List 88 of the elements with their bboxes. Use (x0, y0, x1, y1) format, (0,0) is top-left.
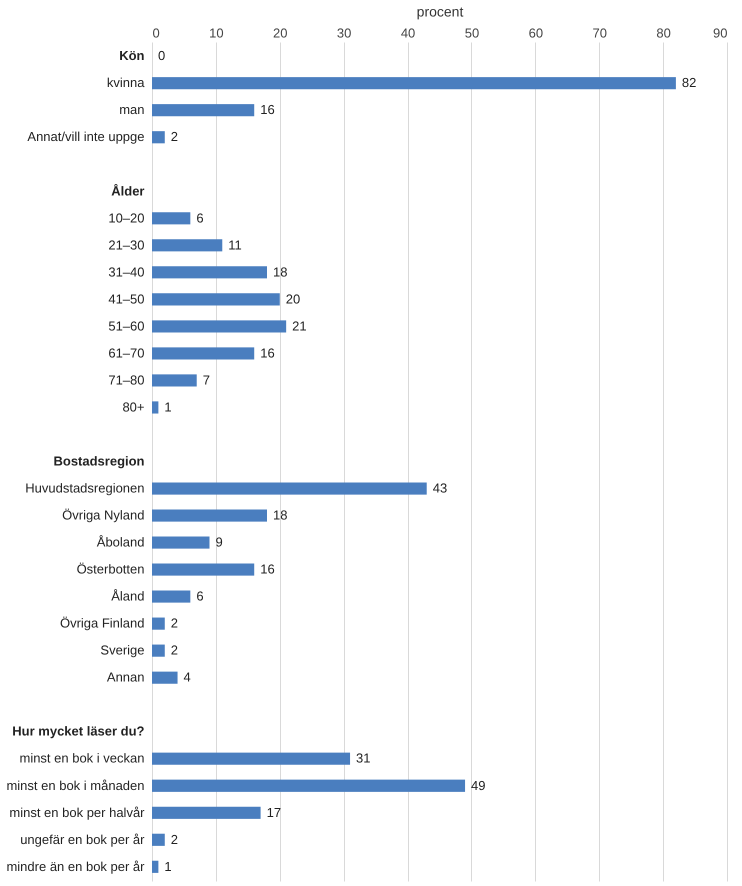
bar (152, 509, 267, 522)
y-tick-label: Huvudstadsregionen (25, 480, 144, 496)
bar (152, 266, 267, 278)
data-label: 7 (202, 372, 210, 388)
bar (152, 752, 350, 765)
bar (152, 564, 254, 576)
bar (152, 104, 254, 116)
x-tick-label: 10 (209, 26, 224, 40)
data-label: 16 (260, 102, 275, 118)
data-label: 17 (266, 804, 282, 820)
data-label: 16 (260, 345, 275, 360)
bar (152, 482, 427, 495)
y-tick-label: Åland (111, 588, 144, 604)
bar (152, 536, 210, 549)
x-tick-label: 30 (336, 26, 352, 40)
data-label: 4 (184, 670, 191, 685)
data-label: 43 (432, 480, 448, 496)
x-tick-label: 40 (400, 26, 416, 40)
bar (152, 77, 676, 90)
y-tick-label: Kön (119, 48, 145, 64)
data-label: 20 (286, 291, 300, 306)
data-label: 2 (170, 832, 178, 847)
y-tick-label: Bostadsregion (53, 454, 145, 468)
data-label: 11 (228, 237, 242, 252)
y-tick-label: Annat/vill inte uppge (27, 129, 144, 144)
x-tick-label: 20 (273, 26, 288, 40)
x-axis-title: procent (416, 4, 464, 20)
bar (152, 293, 280, 306)
bar (152, 347, 254, 360)
bar (152, 834, 165, 846)
y-tick-label: 31–40 (108, 264, 144, 280)
x-tick-label: 60 (528, 26, 544, 40)
y-tick-label: ungefär en bok per år (20, 832, 146, 847)
data-label: 2 (170, 129, 178, 144)
y-tick-label: Annan (106, 670, 144, 685)
y-tick-label: 21–30 (108, 237, 144, 252)
bar (152, 590, 190, 603)
y-tick-label: Övriga Finland (60, 616, 144, 631)
bar (152, 860, 158, 873)
x-tick-label: 70 (592, 26, 607, 40)
y-tick-label: Hur mycket läser du? (12, 724, 145, 739)
y-tick-label: minst en bok i månaden (6, 778, 144, 793)
data-label: 1 (164, 399, 172, 414)
y-tick-label: 51–60 (108, 318, 144, 334)
data-label: 31 (356, 750, 371, 766)
y-tick-label: 61–70 (108, 345, 144, 360)
bar (152, 806, 261, 819)
y-tick-label: Åboland (96, 534, 144, 550)
x-tick-label: 90 (713, 26, 728, 40)
data-label: 6 (196, 588, 204, 604)
data-label: 49 (471, 778, 486, 793)
y-tick-label: 80+ (122, 399, 144, 414)
bar (152, 672, 178, 684)
y-tick-label: Övriga Nyland (62, 508, 144, 523)
data-label: 21 (292, 318, 307, 334)
y-tick-label: 71–80 (108, 372, 144, 388)
data-label: 18 (273, 264, 288, 280)
bar (152, 239, 222, 252)
y-tick-label: 41–50 (108, 291, 144, 306)
y-tick-label: Sverige (100, 642, 144, 658)
bar (152, 780, 466, 792)
data-label: 1 (164, 858, 172, 874)
data-label: 6 (196, 210, 204, 226)
bar (152, 618, 165, 630)
y-tick-label: minst en bok per halvår (9, 804, 146, 820)
bar (152, 131, 165, 144)
y-tick-label: kvinna (106, 75, 146, 90)
x-tick-label: 80 (656, 26, 671, 40)
data-label: 2 (170, 616, 178, 631)
data-label: 18 (273, 508, 288, 523)
bar (152, 320, 286, 332)
y-tick-label: Österbotten (76, 562, 144, 577)
bar (152, 374, 197, 387)
y-tick-label: mindre än en bok per år (6, 858, 146, 874)
bar (152, 401, 158, 414)
data-label: 0 (158, 48, 166, 64)
y-tick-label: Ålder (111, 183, 144, 198)
y-tick-label: 10–20 (108, 210, 144, 226)
data-label: 82 (682, 75, 696, 90)
y-tick-label: minst en bok i veckan (19, 750, 144, 766)
bar (152, 644, 165, 657)
bar (152, 212, 190, 224)
x-tick-label: 0 (152, 26, 160, 40)
data-label: 2 (170, 642, 178, 658)
x-tick-label: 50 (464, 26, 480, 40)
y-tick-label: man (119, 102, 144, 118)
data-label: 9 (216, 534, 223, 550)
data-label: 16 (260, 562, 275, 577)
